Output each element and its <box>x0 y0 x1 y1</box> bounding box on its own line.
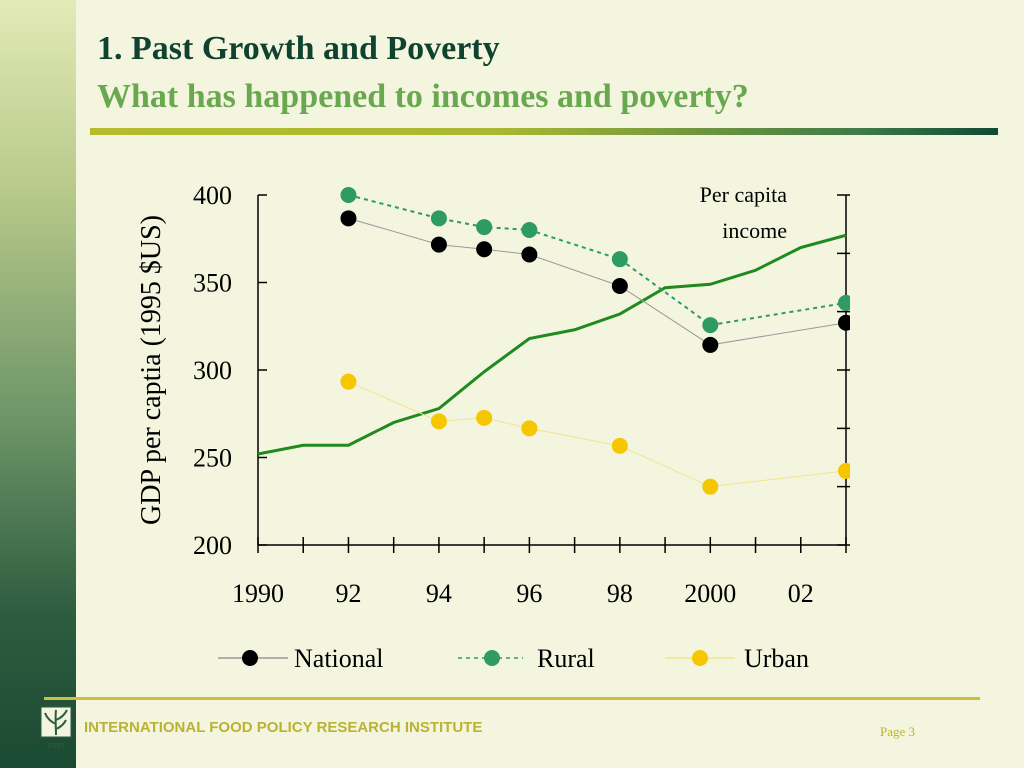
legend-national-label: National <box>294 644 384 673</box>
urban-data-point <box>476 409 493 426</box>
legend-rural-marker <box>484 650 500 666</box>
rural-data-point <box>702 317 719 334</box>
income-poverty-chart: 2002503003504000102030405060199092949698… <box>136 181 850 673</box>
legend-rural-label: Rural <box>537 644 595 673</box>
footer-rule <box>44 697 980 700</box>
chart-legend: National Rural Urban <box>218 644 809 673</box>
x-tick-label: 1990 <box>232 579 284 608</box>
y-axis-label: GDP per captia (1995 $US) <box>136 215 167 525</box>
national-data-point <box>340 210 357 227</box>
y-tick-label: 250 <box>193 444 232 473</box>
y-tick-label: 400 <box>193 181 232 210</box>
footer-institute-name: INTERNATIONAL FOOD POLICY RESEARCH INSTI… <box>84 719 483 736</box>
y-tick-label: 300 <box>193 356 232 385</box>
legend-urban-label: Urban <box>744 644 809 673</box>
chart-ticks: 2002503003504000102030405060199092949698… <box>193 181 850 608</box>
y-tick-label: 200 <box>193 531 232 560</box>
side-decoration-bar <box>0 0 76 768</box>
national-data-point <box>702 336 719 353</box>
national-data-point <box>838 314 850 331</box>
income-line-label: income <box>722 218 787 243</box>
rural-series-line <box>348 194 847 327</box>
slide-title: 1. Past Growth and Poverty <box>97 30 500 67</box>
chart-axes <box>257 195 847 546</box>
legend-national-marker <box>242 650 258 666</box>
national-data-point <box>521 246 538 263</box>
chart-labels: GDP per captia (1995 $US)Poverty headcou… <box>136 182 788 525</box>
x-tick-label: 96 <box>516 579 542 608</box>
national-data-point <box>430 236 447 253</box>
rural-data-point <box>476 219 493 236</box>
rural-data-point <box>521 222 538 238</box>
rural-data-point <box>430 210 447 227</box>
urban-series-line <box>348 381 847 488</box>
rural-data-point <box>611 251 628 268</box>
national-data-point <box>611 278 628 294</box>
chart-series <box>257 187 850 495</box>
rural-data-point <box>838 294 850 311</box>
logo-text: IFPRI <box>47 742 65 750</box>
urban-data-point <box>611 437 628 454</box>
urban-data-point <box>430 413 447 430</box>
page-number: Page 3 <box>880 724 916 739</box>
rural-data-point <box>340 187 357 203</box>
x-tick-label: 2000 <box>684 579 736 608</box>
income-line-label: Per capita <box>700 182 788 207</box>
urban-data-point <box>521 420 538 437</box>
x-tick-label: 94 <box>426 579 452 608</box>
urban-data-point <box>340 373 357 390</box>
title-underline <box>90 128 998 135</box>
per-capita-income-line <box>257 233 847 456</box>
slide-subtitle: What has happened to incomes and poverty… <box>97 78 749 115</box>
urban-data-point <box>702 478 719 495</box>
x-tick-label: 02 <box>788 579 814 608</box>
legend-urban-marker <box>692 650 708 666</box>
x-tick-label: 92 <box>335 579 361 608</box>
ifpri-logo: IFPRI <box>40 706 72 750</box>
y-tick-label: 350 <box>193 269 232 298</box>
urban-data-point <box>838 462 850 479</box>
x-tick-label: 98 <box>607 579 633 608</box>
national-data-point <box>476 241 493 258</box>
